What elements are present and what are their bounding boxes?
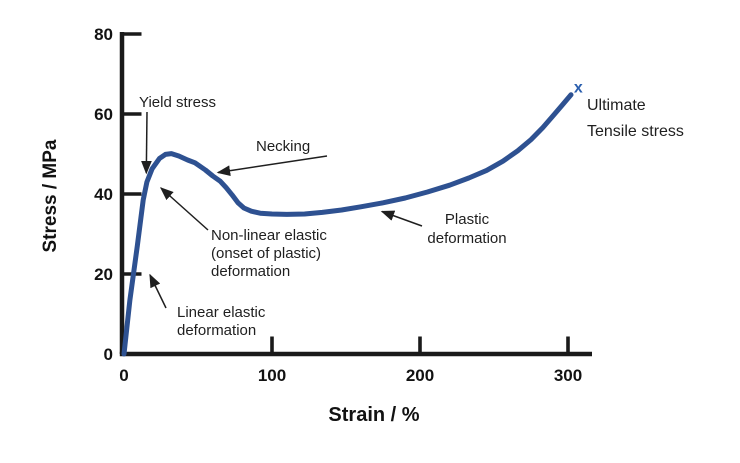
linear-elastic-arrow [149, 273, 167, 309]
annotation-ultimate-line1: Ultimate [587, 97, 646, 114]
y-tick-label: 60 [94, 105, 113, 124]
annotation-linear-line2: deformation [177, 322, 256, 339]
necking-arrow [216, 155, 328, 177]
annotation-necking: Necking [256, 138, 310, 155]
annotation-ultimate-line2: Tensile stress [587, 123, 684, 140]
yield-stress-arrow [141, 111, 152, 175]
nonlinear-elastic-arrow [159, 187, 209, 231]
x-tick-label: 100 [258, 366, 286, 385]
x-tick-label: 0 [119, 366, 128, 385]
y-tick-label: 40 [94, 185, 113, 204]
y-tick-label: 80 [94, 25, 113, 44]
plastic-deformation-arrow [380, 210, 423, 227]
x-tick-label: 200 [406, 366, 434, 385]
y-axis-ticks: 0 20 40 60 80 [94, 25, 142, 364]
annotation-yield-stress: Yield stress [139, 94, 216, 111]
y-tick-label: 20 [94, 265, 113, 284]
x-axis-ticks: 0 100 200 300 [119, 336, 582, 385]
annotation-nonlinear-line1: Non-linear elastic [211, 227, 327, 244]
stress-strain-curve [121, 92, 574, 357]
x-axis-title: Strain / % [328, 404, 419, 426]
y-axis-title: Stress / MPa [40, 139, 61, 252]
annotation-nonlinear-line2: (onset of plastic) [211, 245, 321, 262]
y-tick-label: 0 [104, 345, 113, 364]
x-tick-label: 300 [554, 366, 582, 385]
annotation-nonlinear-line3: deformation [211, 263, 290, 280]
annotation-linear-line1: Linear elastic [177, 304, 266, 321]
annotation-plastic-line2: deformation [427, 230, 506, 247]
annotation-plastic-line1: Plastic [445, 211, 490, 228]
uts-marker-x-icon: x [574, 79, 583, 96]
